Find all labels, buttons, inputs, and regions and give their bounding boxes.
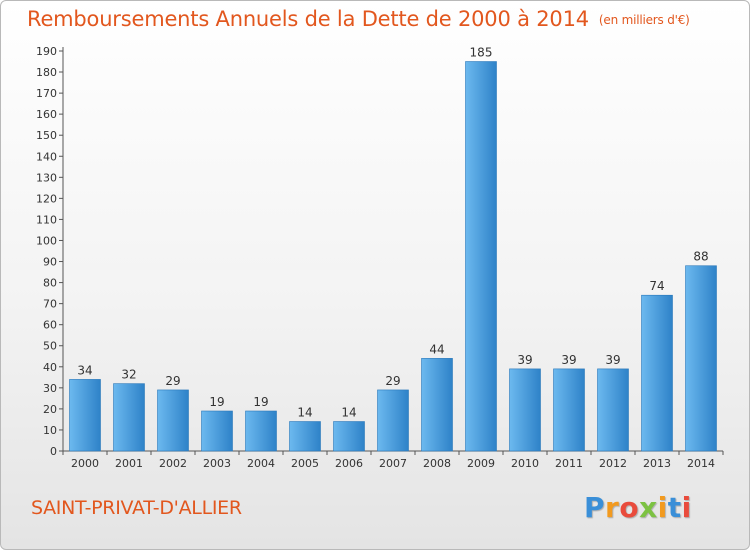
bar-value-label: 29 bbox=[165, 374, 180, 388]
logo-letter: o bbox=[619, 491, 640, 524]
bar bbox=[421, 358, 453, 452]
y-tick-label: 170 bbox=[36, 87, 57, 100]
y-tick-label: 40 bbox=[43, 361, 57, 374]
title-text: Remboursements Annuels de la Dette de 20… bbox=[27, 7, 589, 31]
y-tick-label: 120 bbox=[36, 192, 57, 205]
x-tick-label: 2002 bbox=[159, 457, 187, 470]
logo-letter: i bbox=[681, 491, 692, 524]
bar-value-label: 34 bbox=[77, 363, 92, 377]
x-tick-label: 2011 bbox=[555, 457, 583, 470]
bar bbox=[201, 410, 233, 452]
bar-value-label: 39 bbox=[517, 353, 532, 367]
y-tick-label: 130 bbox=[36, 171, 57, 184]
commune-name: SAINT-PRIVAT-D'ALLIER bbox=[31, 497, 242, 519]
bar bbox=[553, 368, 585, 452]
y-tick-label: 20 bbox=[43, 403, 57, 416]
x-tick-label: 2007 bbox=[379, 457, 407, 470]
bar bbox=[597, 368, 629, 452]
x-tick-label: 2004 bbox=[247, 457, 275, 470]
chart-title: Remboursements Annuels de la Dette de 20… bbox=[27, 7, 690, 31]
x-tick-label: 2000 bbox=[71, 457, 99, 470]
bar-value-label: 39 bbox=[605, 353, 620, 367]
x-tick-label: 2014 bbox=[687, 457, 715, 470]
bar-value-label: 32 bbox=[121, 368, 136, 382]
y-tick-label: 30 bbox=[43, 382, 57, 395]
bar bbox=[113, 383, 145, 452]
bar-value-label: 185 bbox=[470, 46, 493, 60]
logo-letter: P bbox=[584, 491, 606, 524]
x-tick-label: 2009 bbox=[467, 457, 495, 470]
y-tick-label: 190 bbox=[36, 45, 57, 58]
bar bbox=[69, 379, 101, 452]
bar-value-label: 44 bbox=[429, 342, 444, 356]
x-tick-label: 2003 bbox=[203, 457, 231, 470]
bar bbox=[465, 61, 497, 452]
bar-value-label: 74 bbox=[649, 279, 664, 293]
bar bbox=[157, 389, 189, 452]
bar bbox=[509, 368, 541, 452]
y-tick-label: 60 bbox=[43, 319, 57, 332]
bar-value-label: 19 bbox=[209, 395, 224, 409]
bar-value-label: 88 bbox=[693, 250, 708, 264]
y-tick-label: 50 bbox=[43, 340, 57, 353]
y-tick-label: 180 bbox=[36, 66, 57, 79]
bar-value-label: 19 bbox=[253, 395, 268, 409]
bar bbox=[245, 410, 277, 452]
bar bbox=[641, 294, 673, 452]
y-tick-label: 90 bbox=[43, 256, 57, 269]
x-tick-label: 2008 bbox=[423, 457, 451, 470]
y-tick-label: 110 bbox=[36, 213, 57, 226]
logo-letter: t bbox=[667, 491, 682, 524]
bar bbox=[289, 421, 321, 452]
y-tick-label: 160 bbox=[36, 108, 57, 121]
bar bbox=[333, 421, 365, 452]
axes: 0 10 20 30 40 50 60 70 80 90 100 110 120 130 140 150 160… bbox=[36, 45, 724, 470]
x-tick-label: 2006 bbox=[335, 457, 363, 470]
x-tick-label: 2005 bbox=[291, 457, 319, 470]
x-tick-label: 2001 bbox=[115, 457, 143, 470]
bar-value-label: 29 bbox=[385, 374, 400, 388]
y-tick-label: 0 bbox=[50, 445, 57, 458]
bar-value-label: 39 bbox=[561, 353, 576, 367]
bar bbox=[685, 265, 717, 452]
y-tick-label: 70 bbox=[43, 298, 57, 311]
y-tick-label: 10 bbox=[43, 424, 57, 437]
unit-label: (en milliers d'€) bbox=[598, 13, 690, 27]
y-tick-label: 140 bbox=[36, 150, 57, 163]
y-tick-label: 80 bbox=[43, 277, 57, 290]
y-tick-label: 100 bbox=[36, 234, 57, 247]
logo-letter: x bbox=[639, 491, 658, 524]
value-labels: 34 32 29 19 19 14 14 29 44 185 39 39 39 74 88 bbox=[77, 46, 708, 420]
bars bbox=[69, 61, 717, 452]
x-tick-label: 2013 bbox=[643, 457, 671, 470]
y-tick-label: 150 bbox=[36, 129, 57, 142]
bar-value-label: 14 bbox=[341, 406, 356, 420]
x-tick-label: 2010 bbox=[511, 457, 539, 470]
logo-letter: i bbox=[657, 491, 668, 524]
bar-value-label: 14 bbox=[297, 406, 312, 420]
x-tick-label: 2012 bbox=[599, 457, 627, 470]
bar bbox=[377, 389, 409, 452]
proxiti-logo: Proxiti bbox=[584, 491, 692, 524]
logo-letter: r bbox=[605, 491, 620, 524]
